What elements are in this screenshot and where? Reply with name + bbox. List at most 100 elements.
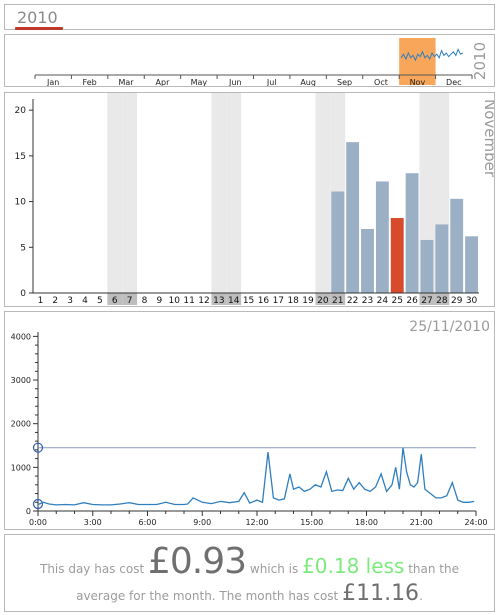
- weekend-band-day-7: [122, 93, 138, 293]
- day-label-12[interactable]: 12: [198, 296, 209, 306]
- month-label-feb[interactable]: Feb: [83, 78, 97, 87]
- month-label-mar[interactable]: Mar: [118, 78, 134, 87]
- bar-day-28[interactable]: [435, 224, 449, 293]
- day-label-3[interactable]: 3: [67, 296, 73, 306]
- day-label-22[interactable]: 22: [347, 296, 358, 306]
- month-panel: 0 5 10 15 20 1 2 3 4 5 6 7 8 9 10 11 12 13 14 15 16 17 18 19 20 2…: [4, 92, 499, 307]
- day-line-chart[interactable]: 25/11/2010 0 1000 2000 3000 4000 0:00 3:00 6:00 9…: [5, 312, 494, 529]
- day-label-11[interactable]: 11: [183, 296, 194, 306]
- reference-handle-top[interactable]: [32, 442, 44, 453]
- day-label-6[interactable]: 6: [112, 296, 118, 306]
- year-panel: 2010: [4, 4, 495, 30]
- weekend-label-bg-day-21: [330, 293, 346, 305]
- weekend-label-bg-day-7: [122, 293, 138, 305]
- bar-day-24[interactable]: [375, 181, 389, 293]
- usage-series-line: [37, 447, 475, 506]
- weekend-label-bg-day-20: [315, 293, 331, 305]
- day-label-15[interactable]: 15: [243, 296, 254, 306]
- day-cost: £0.93: [147, 541, 247, 582]
- month-label-apr[interactable]: Apr: [156, 78, 171, 87]
- day-label-10[interactable]: 10: [169, 296, 181, 306]
- bar-day-22[interactable]: [346, 142, 360, 293]
- day-label-14[interactable]: 14: [228, 296, 240, 306]
- day-label-8[interactable]: 8: [142, 296, 148, 306]
- day-label-1[interactable]: 1: [38, 296, 44, 306]
- day-label-13[interactable]: 13: [213, 296, 224, 306]
- year-title[interactable]: 2010: [17, 8, 58, 27]
- year-underline: [15, 27, 63, 30]
- weekend-label-bg-day-6: [107, 293, 123, 305]
- month-y-tick-label: 10: [15, 198, 27, 208]
- cost-difference: £0.18 less: [302, 554, 405, 578]
- day-y-tick-label: 2000: [11, 420, 31, 429]
- day-label-21[interactable]: 21: [332, 296, 343, 306]
- day-x-tick-label: 15:00: [300, 518, 323, 527]
- selected-month-highlight: [399, 38, 436, 85]
- day-y-tick-label: 0: [26, 507, 31, 516]
- month-y-tick-label: 5: [20, 243, 26, 253]
- month-y-tick-label: 0: [20, 289, 26, 299]
- month-label-may[interactable]: May: [191, 78, 208, 87]
- day-label-9[interactable]: 9: [156, 296, 162, 306]
- month-label-nov[interactable]: Nov: [410, 78, 426, 87]
- weekend-band-day-6: [107, 93, 123, 293]
- day-label-26[interactable]: 26: [406, 296, 418, 306]
- day-x-tick-label: 12:00: [245, 518, 268, 527]
- month-y-tick-label: 15: [15, 152, 26, 162]
- month-label-dec[interactable]: Dec: [446, 78, 461, 87]
- year-overview-chart[interactable]: Jan Feb Mar Apr May Jun Jul Aug Sep Oct Nov Dec 2010: [5, 35, 494, 87]
- month-vertical-label: November: [481, 99, 494, 178]
- weekend-label-bg-day-28: [434, 293, 450, 305]
- day-label-4[interactable]: 4: [82, 296, 88, 306]
- day-label-27[interactable]: 27: [421, 296, 432, 306]
- bar-day-23[interactable]: [361, 229, 374, 293]
- summary-suffix: than the: [408, 562, 459, 576]
- summary-line-2: average for the month. The month has cos…: [5, 581, 494, 606]
- month-label-jul[interactable]: Jul: [266, 78, 277, 87]
- summary-line2-suffix: .: [419, 589, 423, 603]
- summary-mid: which is: [249, 562, 299, 576]
- day-label-18[interactable]: 18: [287, 296, 299, 306]
- day-label-2[interactable]: 2: [52, 296, 58, 306]
- day-label-16[interactable]: 16: [258, 296, 270, 306]
- summary-panel: This day has cost £0.93 which is £0.18 l…: [4, 534, 495, 612]
- bar-day-25[interactable]: [390, 218, 404, 293]
- reference-handle-bottom[interactable]: [32, 498, 44, 510]
- day-label-7[interactable]: 7: [127, 296, 133, 306]
- month-label-jun[interactable]: Jun: [228, 78, 242, 87]
- summary-line2-prefix: average for the month. The month has cos…: [76, 589, 339, 603]
- month-cost: £11.16: [342, 581, 420, 606]
- month-label-aug[interactable]: Aug: [300, 78, 316, 87]
- day-x-tick-label: 0:00: [29, 518, 47, 527]
- day-label-20[interactable]: 20: [317, 296, 329, 306]
- day-x-tick-label: 24:00: [464, 518, 487, 527]
- day-x-tick-label: 6:00: [139, 518, 157, 527]
- day-label-29[interactable]: 29: [451, 296, 463, 306]
- weekend-label-bg-day-13: [211, 293, 227, 305]
- weekend-label-bg-day-27: [419, 293, 435, 305]
- day-label-17[interactable]: 17: [273, 296, 284, 306]
- bar-day-21[interactable]: [331, 191, 345, 293]
- day-y-tick-label: 3000: [11, 376, 31, 385]
- month-label-oct[interactable]: Oct: [374, 78, 388, 87]
- summary-prefix: This day has cost: [40, 562, 145, 576]
- bar-day-27[interactable]: [420, 239, 434, 293]
- day-label-28[interactable]: 28: [436, 296, 448, 306]
- bar-day-26[interactable]: [405, 173, 419, 293]
- day-label-23[interactable]: 23: [362, 296, 373, 306]
- day-label-19[interactable]: 19: [302, 296, 314, 306]
- day-date-label: 25/11/2010: [409, 319, 490, 335]
- day-label-24[interactable]: 24: [377, 296, 389, 306]
- month-label-sep[interactable]: Sep: [337, 78, 352, 87]
- year-vertical-label: 2010: [471, 42, 489, 80]
- day-label-25[interactable]: 25: [392, 296, 403, 306]
- bar-day-30[interactable]: [465, 236, 478, 293]
- day-y-tick-label: 1000: [11, 463, 31, 472]
- day-label-30[interactable]: 30: [466, 296, 478, 306]
- day-y-tick-label: 4000: [11, 332, 31, 341]
- day-label-5[interactable]: 5: [97, 296, 103, 306]
- weekend-label-bg-day-14: [226, 293, 242, 305]
- month-label-jan[interactable]: Jan: [46, 78, 59, 87]
- bar-day-29[interactable]: [450, 198, 464, 293]
